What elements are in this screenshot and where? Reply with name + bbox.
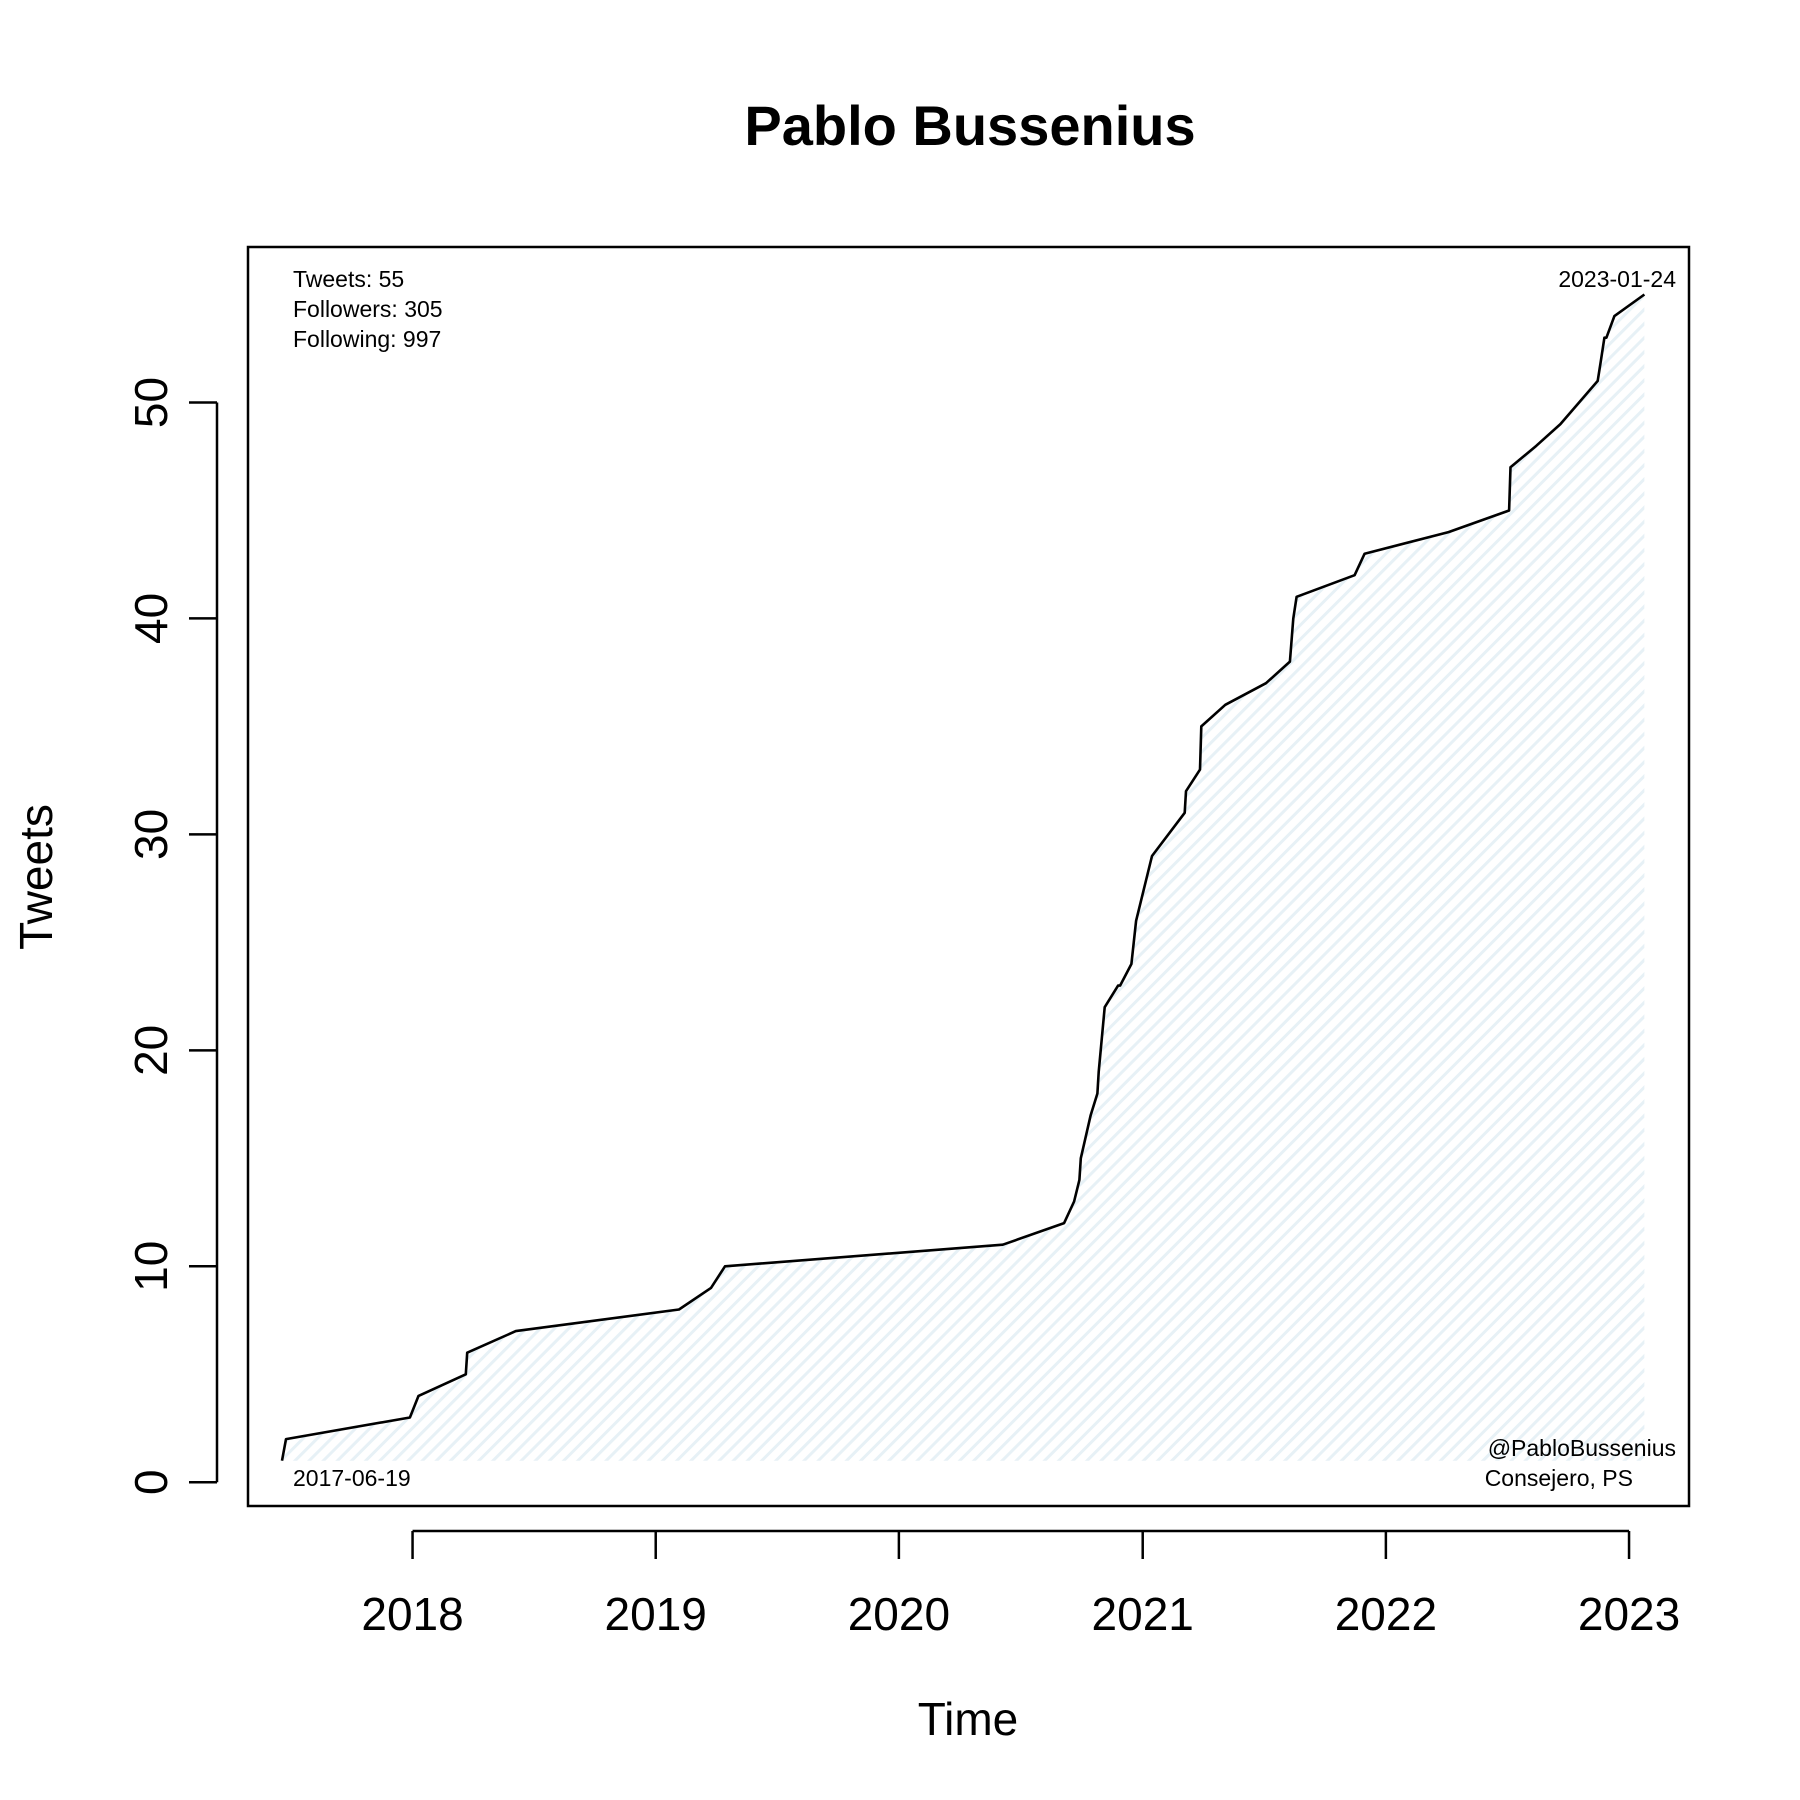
- y-tick-label: 10: [125, 1241, 177, 1292]
- x-tick-label: 2022: [1335, 1588, 1437, 1640]
- start-date-label: 2017-06-19: [293, 1465, 411, 1491]
- credit-role: Consejero, PS: [1485, 1465, 1633, 1491]
- y-tick-label: 40: [125, 593, 177, 644]
- plot-frame: [246, 245, 1691, 1508]
- x-tick-label: 2018: [361, 1588, 463, 1640]
- stat-tweets: Tweets: 55: [293, 266, 404, 292]
- y-tick-label: 20: [125, 1025, 177, 1076]
- chart-title: Pablo Bussenius: [744, 94, 1195, 157]
- stat-following: Following: 997: [293, 326, 441, 352]
- y-axis-label: Tweets: [10, 804, 62, 950]
- y-tick-label: 30: [125, 809, 177, 860]
- x-axis-label: Time: [918, 1693, 1019, 1745]
- x-tick-label: 2019: [605, 1588, 707, 1640]
- credit-handle: @PabloBussenius: [1488, 1435, 1676, 1461]
- y-tick-label: 0: [125, 1469, 177, 1495]
- x-tick-label: 2021: [1092, 1588, 1194, 1640]
- end-date-label: 2023-01-24: [1558, 266, 1676, 292]
- x-tick-label: 2023: [1578, 1588, 1680, 1640]
- stats-annotation: Tweets: 55 Followers: 305 Following: 997: [293, 266, 443, 352]
- area-fill: [282, 294, 1645, 1461]
- stat-followers: Followers: 305: [293, 296, 443, 322]
- credit-annotation: @PabloBussenius Consejero, PS: [1485, 1435, 1676, 1491]
- x-axis: 2018 2019 2020 2021 2022 2023: [361, 1529, 1680, 1640]
- y-axis: 0 10 20 30 40 50: [125, 377, 219, 1495]
- y-tick-label: 50: [125, 377, 177, 428]
- series-line: [280, 293, 1646, 1461]
- x-tick-label: 2020: [848, 1588, 950, 1640]
